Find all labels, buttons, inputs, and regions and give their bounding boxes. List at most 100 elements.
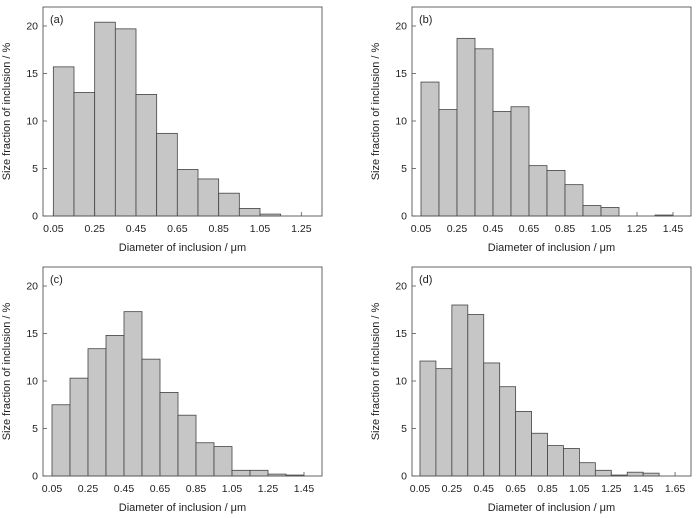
y-tick-label-2-3: 15	[26, 328, 38, 340]
x-axis-label-2: Diameter of inclusion / μm	[119, 502, 246, 514]
bar-3-2	[451, 304, 469, 477]
x-axis-label-0: Diameter of inclusion / μm	[119, 242, 246, 254]
x-tick-label-1-4: 0.85	[555, 223, 576, 235]
y-tick-label-0-2: 10	[26, 116, 38, 128]
x-axis-label-3: Diameter of inclusion / μm	[488, 502, 615, 514]
bar-2-4	[123, 311, 143, 477]
y-tick-label-3-2: 10	[395, 376, 407, 388]
x-tick-label-1-2: 0.45	[483, 223, 504, 235]
bar-0-7	[197, 178, 220, 217]
x-tick-label-0-1: 0.25	[84, 223, 105, 235]
x-axis-label-1: Diameter of inclusion / μm	[488, 242, 615, 254]
x-tick-label-1-6: 1.25	[627, 223, 648, 235]
bar-3-10	[579, 462, 596, 477]
bar-3-3	[467, 314, 485, 477]
bar-2-10	[231, 469, 251, 477]
bar-3-4	[483, 362, 501, 477]
chart-panel-2: 0 5 10 15 20 0.05 0.25 0.45 0.65 0.85 1.05 1.25 1.45…	[1, 266, 323, 514]
x-tick-label-0-5: 1.05	[250, 223, 271, 235]
y-tick-label-2-4: 20	[26, 281, 38, 293]
x-tick-label-0-2: 0.45	[126, 223, 147, 235]
chart-panel-0: 0 5 10 15 20 0.05 0.25 0.45 0.65 0.85 1.05 1.25 (a) D…	[1, 6, 323, 254]
plot-frame-2	[42, 266, 323, 477]
y-tick-label-1-3: 15	[395, 68, 407, 80]
bar-0-6	[176, 169, 199, 217]
x-tick-label-2-0: 0.05	[42, 483, 63, 495]
x-tick-label-3-6: 1.25	[601, 483, 622, 495]
x-tick-label-3-4: 0.85	[537, 483, 558, 495]
bar-2-8	[195, 442, 215, 477]
plot-frame-1	[411, 6, 692, 217]
x-tick-label-0-4: 0.85	[208, 223, 229, 235]
y-tick-label-2-1: 5	[32, 423, 38, 435]
x-tick-label-1-7: 1.45	[663, 223, 684, 235]
x-tick-label-2-1: 0.25	[78, 483, 99, 495]
bar-1-3	[474, 48, 494, 217]
bar-1-5	[510, 106, 530, 217]
bar-0-8	[218, 192, 240, 217]
bar-0-1	[73, 92, 96, 217]
bar-0-2	[94, 21, 116, 217]
plot-frame-3	[411, 266, 692, 477]
y-tick-label-0-1: 5	[32, 163, 38, 175]
y-tick-label-3-3: 15	[395, 328, 407, 340]
y-axis-label-2: Size fraction of inclusion / %	[1, 303, 13, 441]
x-tick-label-2-2: 0.45	[114, 483, 135, 495]
x-tick-label-2-5: 1.05	[222, 483, 243, 495]
bar-1-4	[492, 111, 512, 217]
y-tick-label-0-3: 15	[26, 68, 38, 80]
x-tick-label-0-0: 0.05	[43, 223, 64, 235]
x-tick-label-3-1: 0.25	[442, 483, 463, 495]
bar-2-9	[213, 446, 233, 477]
bar-3-7	[531, 432, 548, 477]
y-tick-label-1-4: 20	[395, 21, 407, 33]
panel-label-0: (a)	[50, 14, 63, 26]
bar-3-5	[499, 386, 517, 477]
y-tick-label-0-0: 0	[32, 211, 38, 223]
bar-1-8	[564, 184, 584, 217]
bar-1-1	[438, 109, 458, 217]
bar-2-5	[141, 358, 161, 477]
bar-1-10	[600, 207, 620, 217]
y-tick-label-1-2: 10	[395, 116, 407, 128]
y-tick-label-2-2: 10	[26, 376, 38, 388]
y-axis-label-0: Size fraction of inclusion / %	[1, 43, 13, 181]
bar-2-1	[69, 377, 89, 477]
x-tick-label-1-0: 0.05	[411, 223, 432, 235]
bar-3-0	[419, 360, 437, 477]
y-tick-label-1-0: 0	[401, 211, 407, 223]
panel-label-1: (b)	[419, 14, 432, 26]
plot-frame-0	[42, 6, 323, 217]
bar-1-7	[546, 169, 566, 217]
bar-1-0	[420, 81, 440, 217]
panel-label-2: (c)	[50, 274, 63, 286]
x-tick-label-3-7: 1.45	[633, 483, 654, 495]
bar-0-4	[135, 94, 158, 217]
x-tick-label-2-4: 0.85	[186, 483, 207, 495]
bar-2-6	[159, 391, 179, 477]
bar-2-3	[105, 334, 125, 477]
y-tick-label-3-4: 20	[395, 281, 407, 293]
y-tick-label-2-0: 0	[32, 471, 38, 483]
y-axis-label-3: Size fraction of inclusion / %	[370, 303, 382, 441]
bar-3-1	[435, 368, 453, 477]
x-tick-label-0-3: 0.65	[167, 223, 188, 235]
bar-0-3	[114, 28, 137, 217]
bar-3-13	[626, 471, 644, 477]
bar-1-6	[528, 165, 548, 217]
x-tick-label-0-6: 1.25	[291, 223, 312, 235]
bar-0-0	[52, 66, 75, 217]
y-tick-label-1-1: 5	[401, 163, 407, 175]
bar-2-0	[51, 404, 71, 477]
bar-3-9	[563, 448, 580, 477]
x-tick-label-1-5: 1.05	[591, 223, 612, 235]
x-tick-label-2-6: 1.25	[258, 483, 279, 495]
chart-panel-3: 0 5 10 15 20 0.05 0.25 0.45 0.65 0.85 1.05 1.25 1.45…	[370, 266, 692, 514]
y-axis-label-1: Size fraction of inclusion / %	[370, 43, 382, 181]
bar-1-2	[456, 37, 476, 217]
y-tick-label-3-1: 5	[401, 423, 407, 435]
x-tick-label-2-3: 0.65	[150, 483, 171, 495]
y-tick-label-3-0: 0	[401, 471, 407, 483]
x-tick-label-3-3: 0.65	[505, 483, 526, 495]
